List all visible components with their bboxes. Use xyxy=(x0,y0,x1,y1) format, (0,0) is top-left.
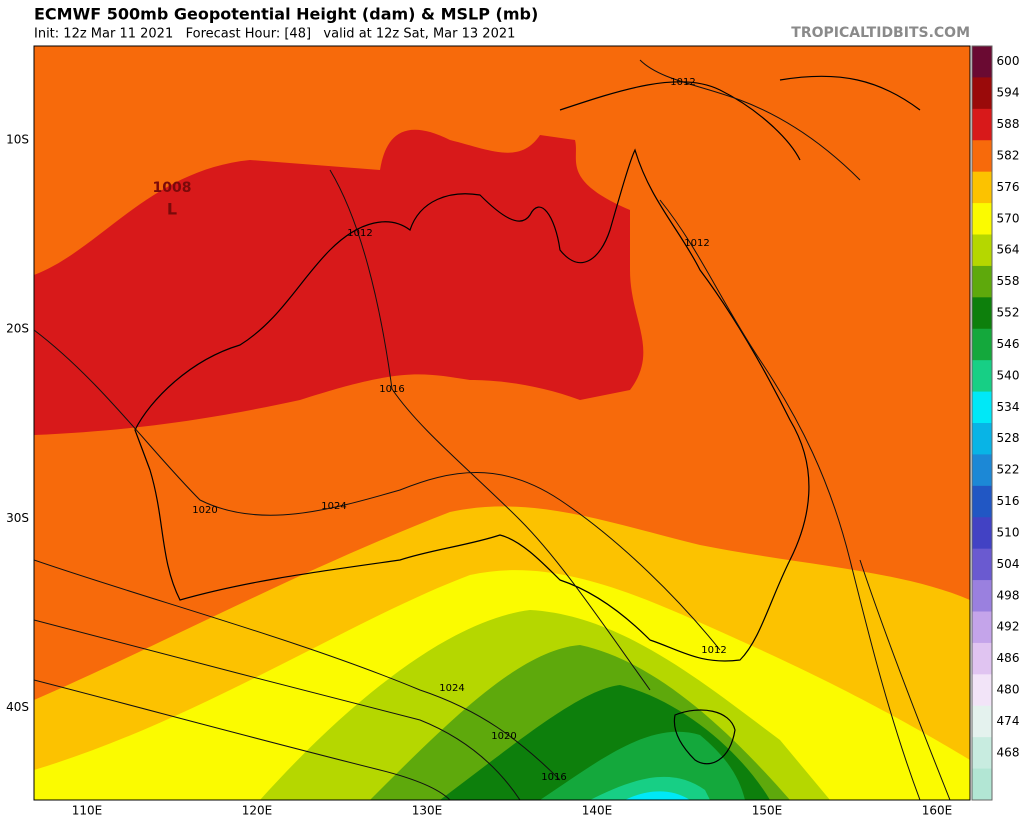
colorbar-swatch xyxy=(972,297,992,330)
colorbar-label: 516 xyxy=(997,494,1020,508)
colorbar-swatch xyxy=(972,485,992,518)
longitude-label: 120E xyxy=(242,804,273,818)
colorbar-swatch xyxy=(972,46,992,78)
longitude-label: 160E xyxy=(922,804,953,818)
isobar xyxy=(34,679,451,800)
colorbar-swatch xyxy=(972,548,992,581)
colorbar-label: 576 xyxy=(997,180,1020,194)
colorbar-swatch xyxy=(972,328,992,361)
isobar xyxy=(659,199,921,800)
colorbar-swatch xyxy=(972,454,992,487)
colorbar-label: 498 xyxy=(997,588,1020,602)
latitude-label: 20S xyxy=(6,322,29,336)
colorbar-swatch xyxy=(972,360,992,393)
colorbar-swatch xyxy=(972,580,992,612)
brand: TROPICALTIDBITS.COM xyxy=(791,25,970,41)
isobar-label: 1024 xyxy=(439,683,464,694)
colorbar-label: 522 xyxy=(997,463,1020,477)
isobar-label: 1012 xyxy=(701,645,726,656)
colorbar-label: 570 xyxy=(997,211,1020,225)
title: ECMWF 500mb Geopotential Height (dam) & … xyxy=(34,5,538,24)
isobar xyxy=(34,619,521,800)
colorbar-swatch xyxy=(972,171,992,204)
map: 1012 1012 1012 1016 1020 1024 1024 1020 … xyxy=(33,45,971,801)
latitude-label: 30S xyxy=(6,511,29,525)
colorbar-swatch xyxy=(972,77,992,110)
height-546 xyxy=(540,731,745,800)
colorbar-frame xyxy=(971,45,993,801)
isobar xyxy=(34,329,721,651)
colorbar: 600 594 588 582 576 570 564 558 552 546 540 534 528 5… xyxy=(971,45,1020,801)
subtitle: Init: 12z Mar 11 2021 Forecast Hour: [48… xyxy=(34,27,515,42)
colorbar-label: 564 xyxy=(997,243,1020,257)
tasmania xyxy=(673,709,736,765)
colorbar-swatch xyxy=(972,768,992,801)
isobar-label: 1012 xyxy=(670,77,695,88)
colorbar-swatch xyxy=(972,737,992,770)
colorbar-label: 600 xyxy=(997,54,1020,68)
isobar xyxy=(859,559,951,800)
colorbar-swatch xyxy=(972,108,992,141)
height-534 xyxy=(625,791,690,800)
colorbar-label: 534 xyxy=(997,400,1020,414)
new-guinea xyxy=(559,75,921,161)
longitude-axis: 110E 120E 130E 140E 150E 160E xyxy=(72,804,953,818)
isobar-label: 1020 xyxy=(192,505,217,516)
colorbar-swatch xyxy=(972,203,992,235)
colorbar-label: 588 xyxy=(997,117,1020,131)
isobar xyxy=(639,59,861,181)
map-frame xyxy=(33,45,971,801)
colorbar-swatch xyxy=(972,517,992,550)
colorbar-swatch xyxy=(972,674,992,707)
low-symbol: L xyxy=(167,200,177,219)
isobar-label: 1012 xyxy=(684,238,709,249)
coastline xyxy=(134,148,810,662)
colorbar-label: 486 xyxy=(997,651,1020,665)
colorbar-swatch xyxy=(972,140,992,173)
colorbar-label: 594 xyxy=(997,86,1020,100)
latitude-axis: 10S 20S 30S 40S xyxy=(6,133,29,715)
colorbar-label: 504 xyxy=(997,557,1020,571)
colorbar-label: 582 xyxy=(997,148,1020,162)
latitude-label: 40S xyxy=(6,700,29,714)
colorbar-swatch xyxy=(972,611,992,644)
colorbar-label: 492 xyxy=(997,620,1020,634)
colorbar-swatch xyxy=(972,265,992,298)
colorbar-label: 558 xyxy=(997,274,1020,288)
colorbar-label: 474 xyxy=(997,714,1020,728)
colorbar-swatch xyxy=(972,642,992,675)
longitude-label: 140E xyxy=(582,804,613,818)
colorbar-label: 510 xyxy=(997,525,1020,539)
colorbar-label: 546 xyxy=(997,337,1020,351)
isobar-label: 1024 xyxy=(321,501,346,512)
height-540 xyxy=(590,776,710,800)
isobar xyxy=(34,559,561,781)
colorbar-swatch xyxy=(972,234,992,267)
colorbar-label: 540 xyxy=(997,368,1020,382)
colorbar-label: 528 xyxy=(997,431,1020,445)
low-pressure: 1008 xyxy=(153,180,192,196)
isobar-label: 1020 xyxy=(491,731,516,742)
longitude-label: 150E xyxy=(752,804,783,818)
isobar-label: 1012 xyxy=(347,228,372,239)
colorbar-swatch xyxy=(972,391,992,424)
colorbar-swatch xyxy=(972,423,992,455)
colorbar-label: 468 xyxy=(997,745,1020,759)
isobar xyxy=(329,169,651,691)
longitude-label: 130E xyxy=(412,804,443,818)
colorbar-label: 552 xyxy=(997,306,1020,320)
isobar-label: 1016 xyxy=(541,772,566,783)
longitude-label: 110E xyxy=(72,804,103,818)
colorbar-swatch xyxy=(972,705,992,738)
latitude-label: 10S xyxy=(6,133,29,147)
isobar-label: 1016 xyxy=(379,384,404,395)
colorbar-label: 480 xyxy=(997,683,1020,697)
